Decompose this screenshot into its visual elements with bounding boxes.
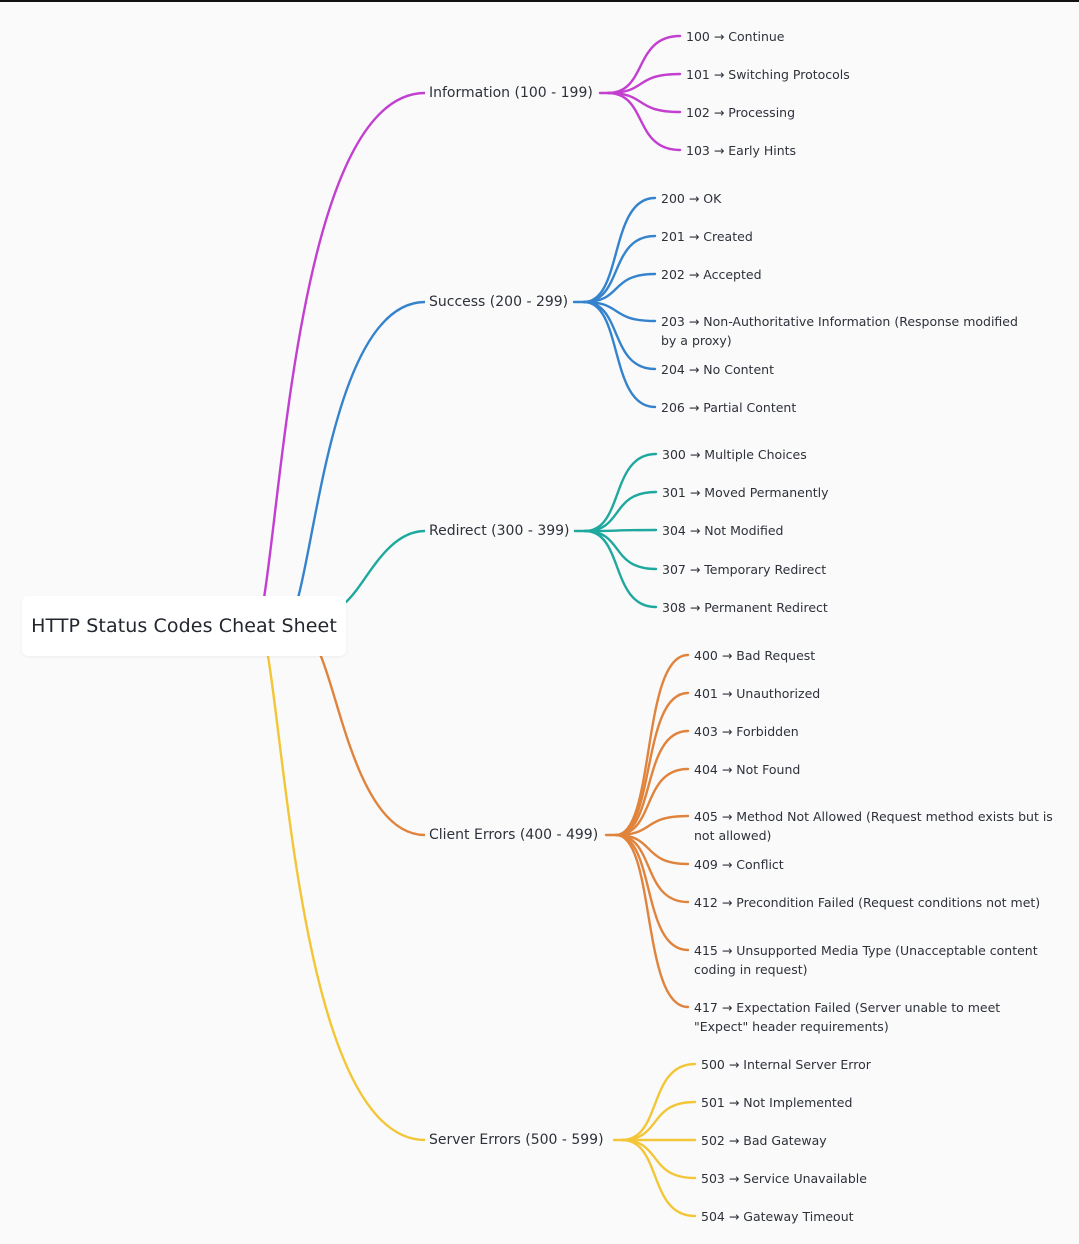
root-title: HTTP Status Codes Cheat Sheet (31, 615, 337, 637)
category-node[interactable]: Client Errors (400 - 499) (425, 827, 603, 843)
status-code-item[interactable]: 404 → Not Found (694, 762, 801, 777)
status-code-item[interactable]: 502 → Bad Gateway (701, 1133, 827, 1148)
root-connector (296, 300, 427, 600)
status-code-item[interactable]: 405 → Method Not Allowed (Request method… (694, 809, 1053, 843)
leaf-connector (582, 300, 657, 409)
leaf-connector (606, 34, 682, 95)
leaf-connector (582, 196, 657, 304)
leaf-connector (582, 234, 657, 304)
root-connector (344, 529, 427, 604)
status-code-item[interactable]: 308 → Permanent Redirect (662, 600, 828, 615)
status-code-item[interactable]: 103 → Early Hints (686, 143, 797, 158)
leaf-connector (583, 452, 658, 533)
status-code-item[interactable]: 200 → OK (661, 191, 722, 206)
status-code-item[interactable]: 500 → Internal Server Error (701, 1057, 871, 1072)
leaf-connector (620, 1100, 697, 1142)
category-node[interactable]: Information (100 - 199) (425, 85, 597, 101)
status-code-item[interactable]: 403 → Forbidden (694, 724, 799, 739)
leaf-connector (614, 833, 690, 904)
status-code-item[interactable]: 300 → Multiple Choices (662, 447, 807, 462)
status-code-item[interactable]: 204 → No Content (661, 362, 774, 377)
status-code-item[interactable]: 504 → Gateway Timeout (701, 1209, 854, 1224)
leaf-connector (583, 490, 658, 533)
root-connector (266, 654, 427, 1142)
leaf-connector (620, 1062, 697, 1142)
status-code-item[interactable]: 201 → Created (661, 229, 753, 244)
status-code-item[interactable]: 412 → Precondition Failed (Request condi… (694, 895, 1041, 910)
leaf-connector (614, 814, 690, 837)
status-code-item[interactable]: 100 → Continue (686, 29, 785, 44)
leaf-connector (614, 833, 690, 1009)
leaf-connector (582, 300, 657, 323)
leaf-connector (614, 729, 690, 837)
status-code-item[interactable]: 202 → Accepted (661, 267, 762, 282)
leaf-connector (582, 272, 657, 304)
status-code-item[interactable]: 401 → Unauthorized (694, 686, 821, 701)
leaf-connector (606, 72, 682, 95)
leaf-connector (614, 767, 690, 837)
root-node[interactable]: HTTP Status Codes Cheat Sheet (22, 596, 346, 656)
status-code-item[interactable]: 307 → Temporary Redirect (662, 562, 827, 577)
status-code-item[interactable]: 301 → Moved Permanently (662, 485, 829, 500)
category-node[interactable]: Success (200 - 299) (425, 294, 573, 310)
leaf-connector (583, 529, 658, 571)
leaf-connector (606, 91, 682, 152)
status-code-item[interactable]: 101 → Switching Protocols (686, 67, 850, 82)
leaf-connector (583, 528, 658, 533)
status-code-item[interactable]: 400 → Bad Request (694, 648, 816, 663)
status-code-item[interactable]: 417 → Expectation Failed (Server unable … (694, 1000, 1001, 1034)
status-code-item[interactable]: 304 → Not Modified (662, 523, 784, 538)
category-node[interactable]: Redirect (300 - 399) (425, 523, 574, 539)
leaf-connector (620, 1138, 697, 1180)
leaf-connector (614, 653, 690, 837)
status-code-item[interactable]: 501 → Not Implemented (701, 1095, 853, 1110)
category-node[interactable]: Server Errors (500 - 599) (425, 1132, 608, 1148)
root-connector (318, 652, 427, 837)
leaf-connector (583, 529, 658, 609)
leaf-connector (614, 833, 690, 952)
status-code-item[interactable]: 203 → Non-Authoritative Information (Res… (661, 314, 1018, 348)
status-code-item[interactable]: 503 → Service Unavailable (701, 1171, 867, 1186)
leaf-connector (620, 1138, 697, 1218)
status-code-item[interactable]: 206 → Partial Content (661, 400, 797, 415)
leaf-connector (614, 691, 690, 837)
root-connector (262, 91, 427, 600)
status-code-item[interactable]: 409 → Conflict (694, 857, 784, 872)
status-code-item[interactable]: 415 → Unsupported Media Type (Unacceptab… (694, 943, 1038, 977)
status-code-item[interactable]: 102 → Processing (686, 105, 796, 120)
